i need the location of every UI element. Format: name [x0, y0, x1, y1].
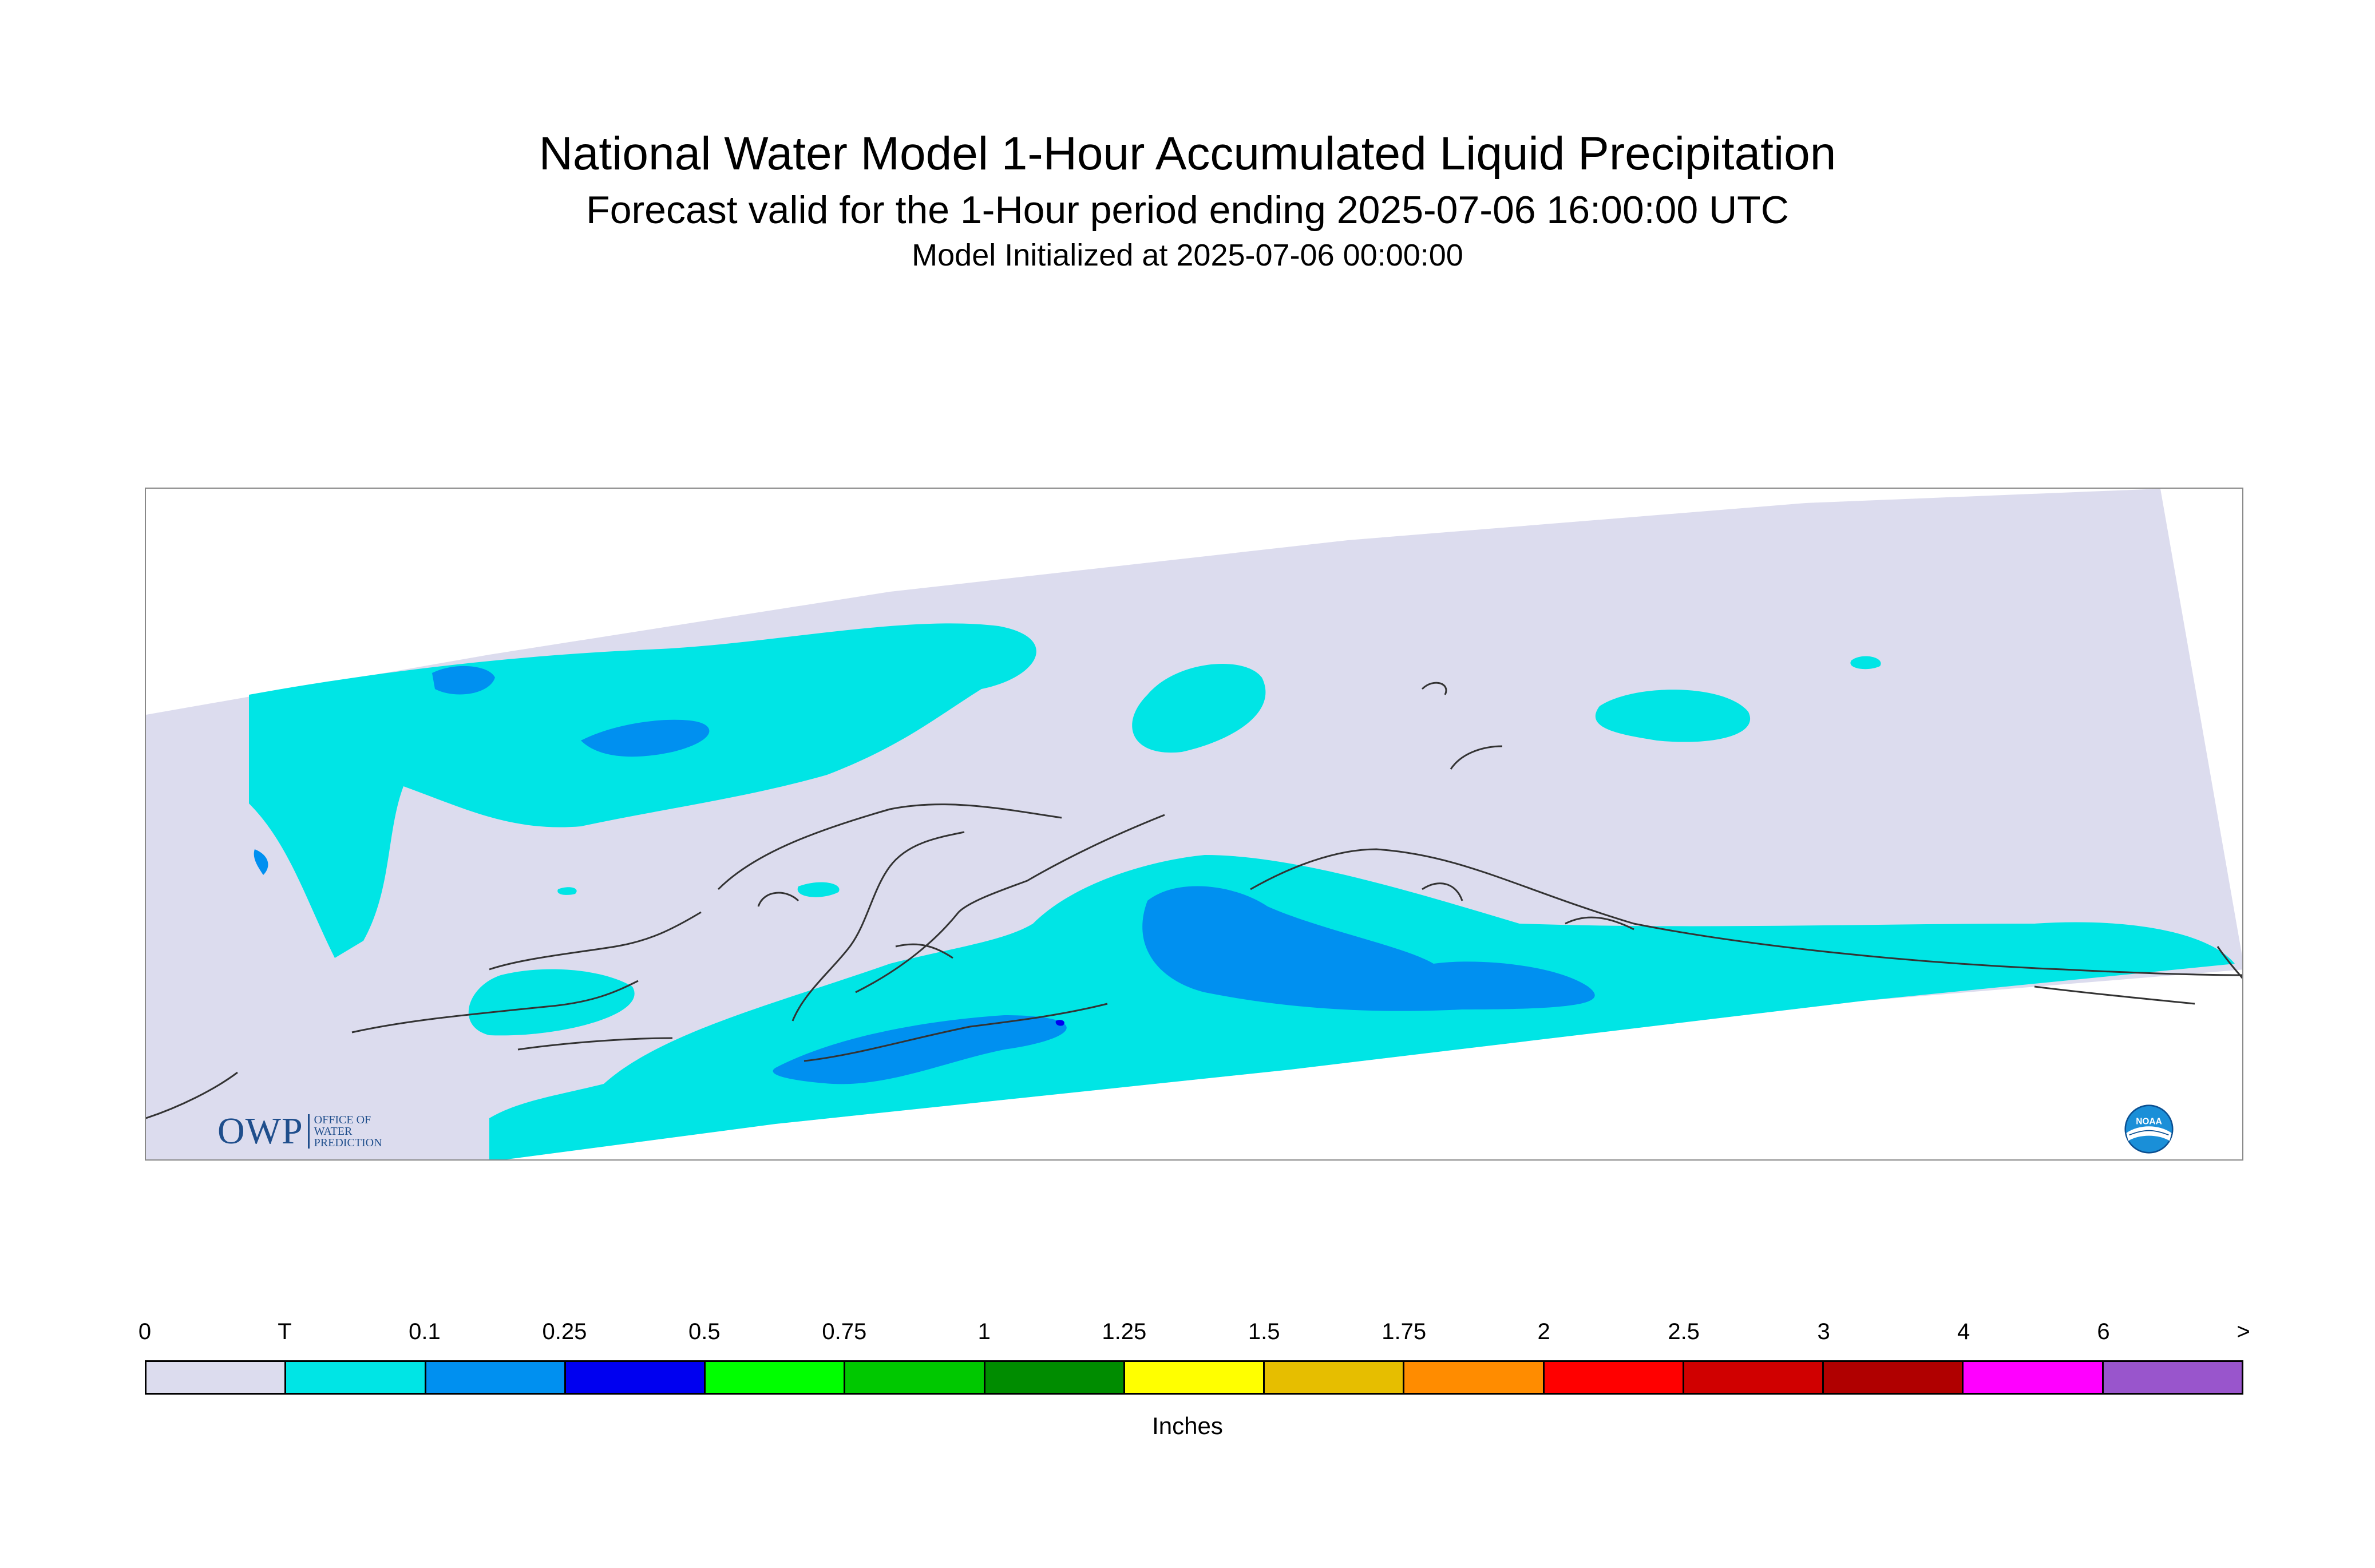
- owp-logo-line1: OFFICE OF: [314, 1114, 371, 1126]
- legend-tick-label: 0.75: [822, 1319, 867, 1344]
- legend-swatch: [1125, 1362, 1265, 1393]
- legend-tick-labels: 0 T 0.1 0.25 0.5 0.75 1 1.25 1.5 1.75 2 2.5 3 4 6 >: [0, 1319, 2375, 1353]
- legend-swatch: [286, 1362, 426, 1393]
- owp-logo-mark: OWP: [217, 1110, 303, 1152]
- noaa-logo: NOAA: [2124, 1104, 2174, 1154]
- legend-tick-label: 1: [977, 1319, 991, 1344]
- legend-swatch: [1824, 1362, 1964, 1393]
- map-title: National Water Model 1-Hour Accumulated …: [539, 128, 1836, 180]
- legend-swatch: [426, 1362, 566, 1393]
- noaa-logo-text: NOAA: [2136, 1116, 2162, 1126]
- legend-swatch: [1964, 1362, 2104, 1393]
- owp-logo: OWP OFFICE OF WATER PREDICTION: [217, 1110, 382, 1153]
- coastline-outlines: [146, 682, 2242, 1119]
- legend-tick-label: T: [278, 1319, 292, 1344]
- model-init-text: Model Initialized at 2025-07-06 00:00:00: [912, 238, 1463, 272]
- legend-tick-label: 4: [1957, 1319, 1970, 1344]
- legend-tick-label: >: [2237, 1319, 2250, 1344]
- legend-swatch: [1404, 1362, 1545, 1393]
- legend-tick-label: 0: [138, 1319, 152, 1344]
- legend-tick-label: 1.25: [1102, 1319, 1147, 1344]
- legend-tick-label: 1.5: [1248, 1319, 1280, 1344]
- legend-swatch: [845, 1362, 985, 1393]
- owp-logo-text: OFFICE OF WATER PREDICTION: [307, 1114, 382, 1149]
- legend-swatch: [2103, 1362, 2242, 1393]
- map-panel[interactable]: [145, 488, 2243, 1161]
- legend-swatch: [1544, 1362, 1684, 1393]
- legend-unit-label: Inches: [1152, 1412, 1223, 1439]
- legend-tick-label: 2: [1537, 1319, 1550, 1344]
- legend-tick-label: 0.25: [542, 1319, 587, 1344]
- legend-swatch: [706, 1362, 846, 1393]
- legend-tick-label: 3: [1817, 1319, 1830, 1344]
- precipitation-map: [146, 489, 2242, 1159]
- legend-tick-label: 0.1: [409, 1319, 441, 1344]
- legend-tick-label: 2.5: [1668, 1319, 1700, 1344]
- legend-tick-label: 1.75: [1382, 1319, 1427, 1344]
- legend-swatch: [565, 1362, 706, 1393]
- legend-swatch: [147, 1362, 287, 1393]
- color-scale-bar: [145, 1360, 2243, 1395]
- legend-swatch: [985, 1362, 1125, 1393]
- owp-logo-line2: WATER: [314, 1125, 353, 1138]
- light-precip-areas: [254, 666, 1595, 1084]
- legend-swatch: [1265, 1362, 1405, 1393]
- owp-logo-line3: PREDICTION: [314, 1137, 382, 1149]
- map-subtitle: Forecast valid for the 1-Hour period end…: [586, 188, 1789, 232]
- moderate-precip-cells: [1055, 1020, 1064, 1026]
- legend-swatch: [1684, 1362, 1824, 1393]
- legend-tick-label: 0.5: [688, 1319, 721, 1344]
- legend-tick-label: 6: [2097, 1319, 2110, 1344]
